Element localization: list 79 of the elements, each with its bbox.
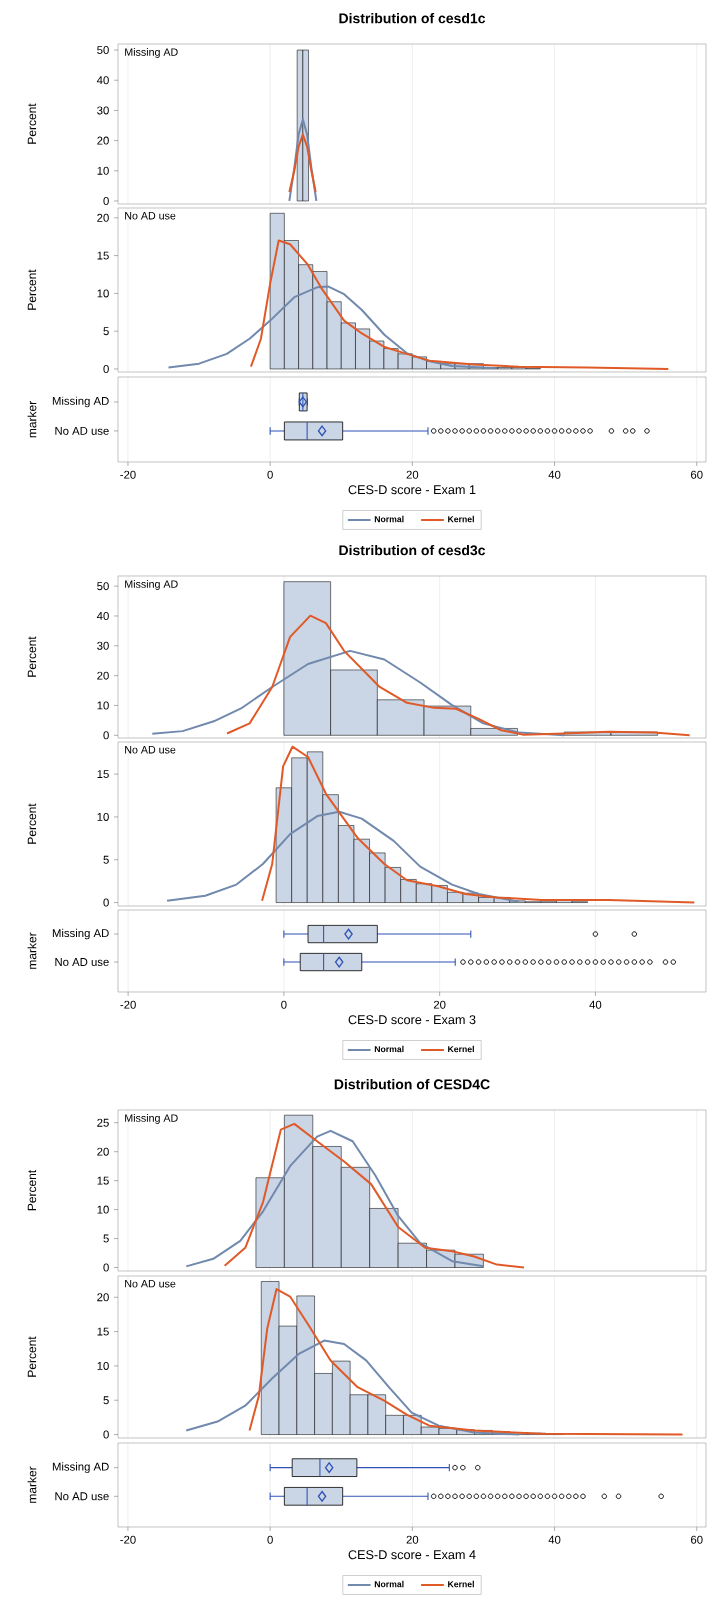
x-tick-label: 40 [548, 470, 561, 479]
legend-label: Normal [374, 1580, 404, 1588]
x-tick-label: -20 [120, 1000, 136, 1009]
y-tick-label: 10 [97, 1361, 109, 1370]
legend-label: Normal [374, 515, 404, 523]
y-tick-label: Missing AD [52, 928, 109, 940]
y-tick-label: 0 [103, 898, 109, 907]
legend-label: Normal [374, 1045, 404, 1053]
y-tick-label: 0 [103, 1430, 109, 1439]
y-axis-title: Percent [27, 103, 37, 144]
y-tick-label: No AD use [55, 1492, 109, 1501]
x-tick-label: 20 [406, 470, 419, 479]
y-axis-title: Percent [27, 803, 37, 844]
y-tick-label: 20 [97, 671, 109, 680]
y-tick-label: 10 [97, 701, 109, 710]
y-axis-title: marker [27, 932, 37, 969]
y-tick-label: 10 [97, 812, 109, 821]
y-tick-label: 20 [97, 1293, 109, 1302]
y-tick-label: 15 [97, 251, 109, 260]
y-axis-title: Percent [27, 636, 37, 677]
y-tick-label: 30 [97, 641, 109, 650]
y-tick-label: 40 [96, 611, 109, 620]
annotation: Missing AD [125, 47, 178, 58]
x-tick-label: 0 [281, 1000, 287, 1009]
x-tick-label: 0 [267, 1535, 273, 1544]
y-tick-label: No AD use [55, 426, 109, 435]
x-tick-label: -20 [120, 1535, 136, 1544]
y-tick-label: 15 [97, 1176, 109, 1185]
y-tick-label: 20 [97, 136, 109, 145]
y-tick-label: 20 [97, 213, 109, 222]
y-tick-label: 5 [103, 327, 109, 336]
annotation: No AD use [125, 1280, 176, 1288]
y-tick-label: 15 [97, 1327, 109, 1336]
y-tick-label: 30 [97, 106, 109, 115]
annotation: Missing AD [125, 1113, 178, 1124]
y-tick-label: 0 [103, 196, 109, 205]
y-tick-label: 50 [97, 46, 109, 55]
x-tick-label: 60 [691, 470, 703, 479]
y-tick-label: No AD use [55, 958, 109, 966]
y-tick-label: 20 [97, 1147, 109, 1156]
x-tick-label: 40 [548, 1535, 561, 1544]
annotation: No AD use [125, 212, 176, 220]
annotation: No AD use [125, 746, 176, 754]
y-tick-label: 5 [103, 1396, 109, 1405]
y-axis-title: marker [27, 1466, 37, 1503]
chart-title: Distribution of cesd3c [339, 544, 486, 556]
x-tick-label: 20 [433, 1000, 446, 1009]
y-tick-label: 40 [96, 76, 109, 85]
x-axis-title: CES-D score - Exam 1 [348, 485, 476, 495]
x-tick-label: -20 [120, 470, 136, 479]
y-tick-label: 10 [97, 166, 109, 175]
legend-label: Kernel [448, 1045, 474, 1053]
x-tick-label: 0 [267, 470, 273, 479]
y-tick-label: 15 [97, 770, 109, 779]
x-axis-title: CES-D score - Exam 3 [348, 1015, 476, 1025]
y-tick-label: Missing AD [52, 1462, 109, 1473]
y-tick-label: 10 [97, 1205, 109, 1214]
y-tick-label: 50 [97, 582, 109, 591]
legend-label: Kernel [448, 1580, 474, 1588]
x-tick-label: 40 [589, 1000, 602, 1009]
y-tick-label: 25 [97, 1118, 109, 1127]
y-tick-label: 0 [103, 1263, 109, 1272]
y-tick-label: 10 [97, 289, 109, 298]
y-axis-title: marker [27, 401, 37, 438]
annotation: Missing AD [125, 580, 178, 590]
y-tick-label: 5 [103, 1234, 109, 1243]
y-tick-label: 0 [103, 731, 109, 740]
x-tick-label: 20 [406, 1535, 419, 1544]
y-tick-label: 0 [103, 364, 109, 373]
legend-label: Kernel [448, 515, 474, 523]
chart-title: Distribution of cesd1c [339, 13, 486, 24]
x-axis-title: CES-D score - Exam 4 [348, 1550, 476, 1560]
x-tick-label: 60 [691, 1535, 703, 1544]
y-axis-title: Percent [27, 1336, 37, 1377]
chart-title: Distribution of CESD4C [334, 1079, 490, 1090]
y-axis-title: Percent [27, 1169, 37, 1211]
y-axis-title: Percent [27, 269, 37, 310]
y-tick-label: Missing AD [52, 396, 109, 408]
y-tick-label: 5 [103, 855, 109, 864]
